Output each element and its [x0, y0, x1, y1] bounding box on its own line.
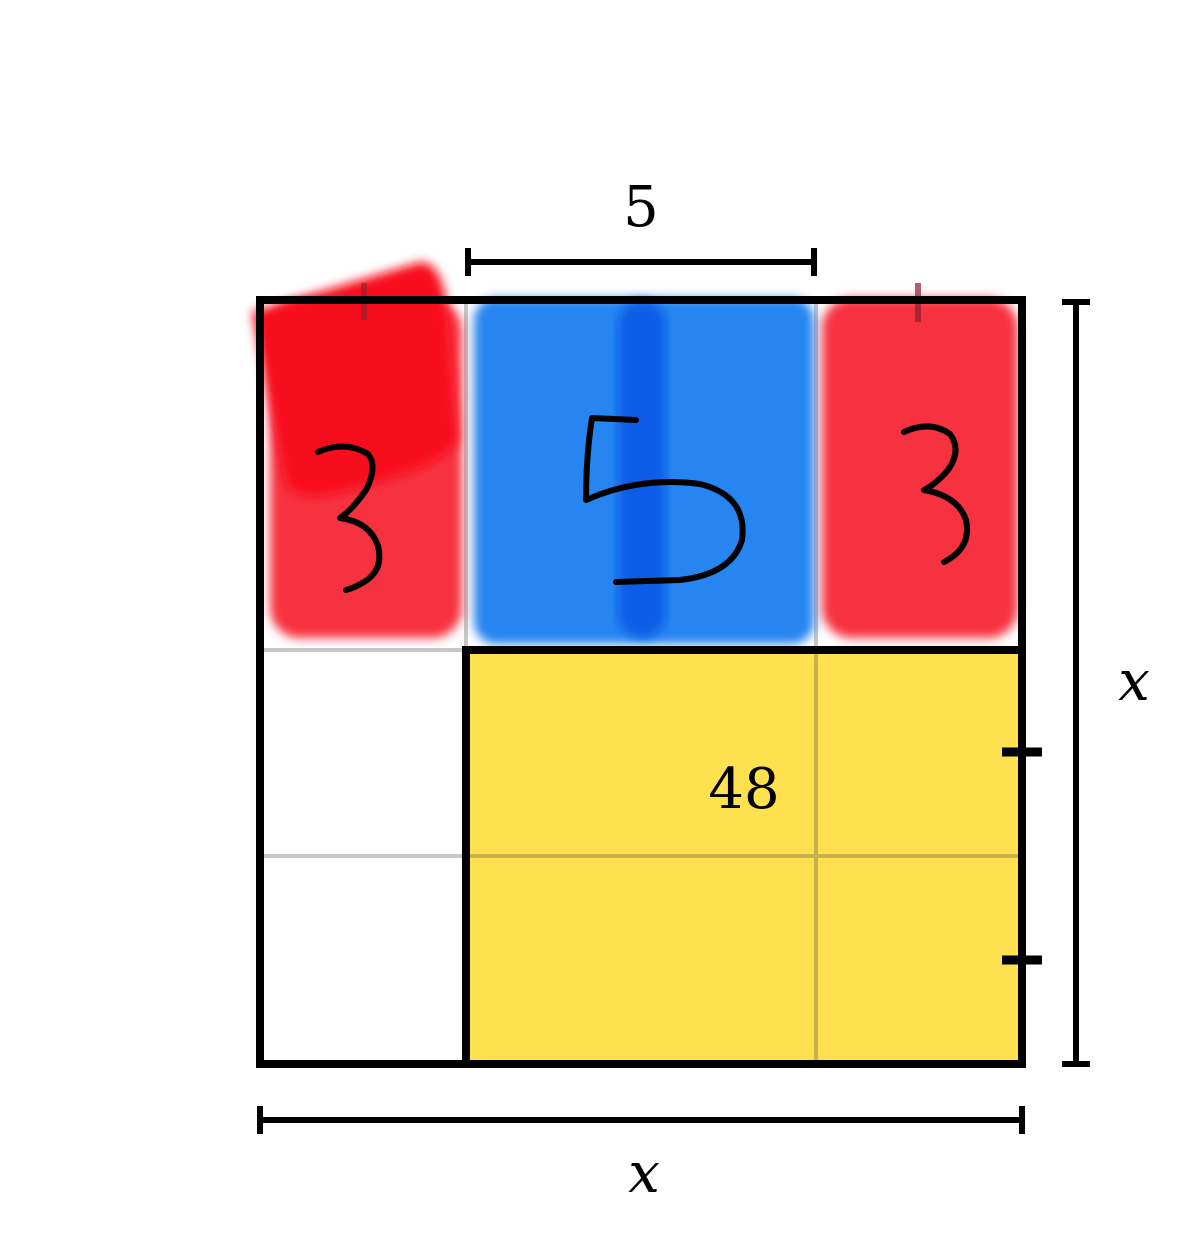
- right-edge-ticks: [1002, 747, 1042, 965]
- right-dimension-label: x: [1118, 649, 1150, 714]
- top-dimension-label: 5: [623, 175, 659, 240]
- yellow-region-outline: [462, 646, 1022, 1064]
- handwritten-digit-5-middle: 5: [583, 415, 746, 585]
- middle-blue-strip: [474, 298, 814, 644]
- bottom-dimension-bracket: [257, 1106, 1025, 1134]
- area-label: 48: [708, 757, 779, 822]
- grid-lines: [260, 300, 1022, 1064]
- handwritten-digit-3-left: 3: [315, 443, 383, 593]
- outer-square-outline: [256, 296, 1026, 1068]
- right-dimension-bracket: [1062, 299, 1090, 1067]
- left-red-strip: [252, 262, 462, 638]
- top-dimension-bracket: [465, 248, 817, 276]
- right-red-strip: [822, 298, 1018, 638]
- bottom-dimension-label: x: [628, 1141, 660, 1206]
- handwritten-digit-3-right: 3: [901, 423, 970, 565]
